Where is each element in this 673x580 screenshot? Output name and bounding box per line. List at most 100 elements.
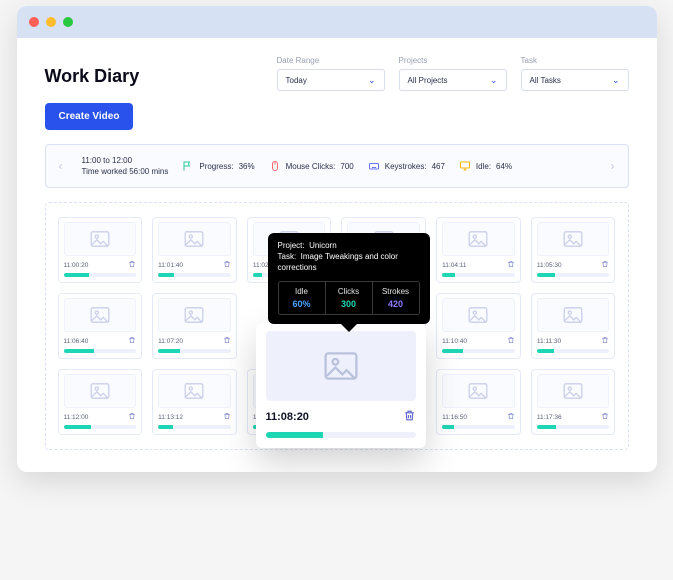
tooltip-task: Task: Image Tweakings and color correcti… [278,252,420,274]
delete-screenshot-button[interactable] [128,336,136,346]
page-header: Work Diary Date Range Today ⌄ Projects A… [45,56,629,91]
tile-time: 11:01:40 [158,262,183,269]
stat-value: 64% [496,162,512,171]
filter-label: Task [521,56,629,65]
tile-progress-bar [537,425,610,429]
screenshot-thumbnail [537,222,610,256]
tile-meta: 11:00:20 [64,260,137,270]
delete-screenshot-button[interactable] [601,260,609,270]
app-window: Work Diary Date Range Today ⌄ Projects A… [17,6,657,472]
select-value: All Projects [408,76,448,85]
delete-screenshot-button[interactable] [601,412,609,422]
screenshot-thumbnail [158,374,231,408]
content-area: Work Diary Date Range Today ⌄ Projects A… [17,38,657,472]
window-close-dot[interactable] [29,17,39,27]
delete-screenshot-button[interactable] [601,336,609,346]
screenshot-tile[interactable]: 11:10:40 [436,293,521,359]
delete-screenshot-button[interactable] [507,260,515,270]
delete-screenshot-button[interactable] [507,336,515,346]
next-hour-button[interactable]: › [606,159,620,173]
mouse-icon [269,160,281,172]
tile-progress-bar [158,349,231,353]
stat-progress: Progress: 36% [182,160,254,172]
screenshot-thumbnail [64,298,137,332]
filter-bar: Date Range Today ⌄ Projects All Projects… [277,56,629,91]
date-range-select[interactable]: Today ⌄ [277,69,385,91]
window-minimize-dot[interactable] [46,17,56,27]
delete-screenshot-button[interactable] [223,412,231,422]
tile-time: 11:04:11 [442,262,466,269]
stat-keystrokes: Keystrokes: 467 [368,160,445,172]
tile-time: 11:17:36 [537,414,562,421]
screenshot-thumbnail [64,374,137,408]
screenshot-focus-card[interactable]: 11:08:20 [256,323,426,448]
tile-progress-bar [64,349,137,353]
focus-time: 11:08:20 [266,411,309,423]
delete-screenshot-button[interactable] [128,412,136,422]
image-icon [324,352,358,380]
screenshot-tile[interactable]: 11:13:12 [152,369,237,435]
time-range: 11:00 to 12:00 [82,155,169,166]
stat-label: Keystrokes: [385,162,427,171]
keyboard-icon [368,160,380,172]
screenshot-thumbnail [64,222,137,256]
tile-time: 11:05:30 [537,262,562,269]
tile-meta: 11:05:30 [537,260,610,270]
delete-screenshot-button[interactable] [128,260,136,270]
tile-progress-bar [537,273,610,277]
stat-idle: Idle: 64% [459,160,512,172]
projects-select[interactable]: All Projects ⌄ [399,69,507,91]
screenshot-tile[interactable]: 11:05:30 [531,217,616,283]
create-video-button[interactable]: Create Video [45,103,134,130]
screenshot-tile[interactable]: 11:04:11 [436,217,521,283]
time-worked: Time worked 56:00 mins [82,166,169,177]
screenshot-tile[interactable]: 11:01:40 [152,217,237,283]
flag-icon [182,160,194,172]
screenshot-thumbnail [442,222,515,256]
tooltip-project: Project: Unicorn [278,241,420,252]
filter-date-range: Date Range Today ⌄ [277,56,385,91]
tile-meta: 11:16:50 [442,412,515,422]
window-zoom-dot[interactable] [63,17,73,27]
screenshot-tile[interactable]: 11:17:36 [531,369,616,435]
tooltip-col-clicks: Clicks 300 [325,282,372,314]
stat-value: 700 [340,162,353,171]
chevron-down-icon: ⌄ [490,75,498,86]
tile-meta: 11:11:30 [537,336,610,346]
delete-screenshot-button[interactable] [223,336,231,346]
delete-screenshot-button[interactable] [403,409,416,425]
time-block: 11:00 to 12:00 Time worked 56:00 mins [82,155,169,177]
tile-time: 11:12:00 [64,414,89,421]
screenshot-tile[interactable]: 11:16:50 [436,369,521,435]
stat-value: 467 [432,162,445,171]
select-value: All Tasks [530,76,561,85]
screenshot-tile[interactable]: 11:12:00 [58,369,143,435]
screenshot-tile[interactable]: 11:00:20 [58,217,143,283]
tile-progress-bar [158,425,231,429]
chevron-down-icon: ⌄ [368,75,376,86]
filter-label: Date Range [277,56,385,65]
screenshot-tile[interactable]: 11:06:40 [58,293,143,359]
tile-meta: 11:13:12 [158,412,231,422]
screenshot-thumbnail [266,331,416,401]
prev-hour-button[interactable]: ‹ [54,159,68,173]
monitor-icon [459,160,471,172]
screenshot-thumbnail [537,298,610,332]
screenshot-grid-wrap: 11:00:2011:01:4011:02:1011:03:0011:04:11… [45,202,629,450]
screenshot-tile[interactable]: 11:11:30 [531,293,616,359]
filter-tasks: Task All Tasks ⌄ [521,56,629,91]
tile-meta: 11:01:40 [158,260,231,270]
delete-screenshot-button[interactable] [223,260,231,270]
tile-time: 11:07:20 [158,338,183,345]
screenshot-tile[interactable]: 11:07:20 [152,293,237,359]
screenshot-tooltip: Project: Unicorn Task: Image Tweakings a… [268,233,430,323]
tile-meta: 11:04:11 [442,260,515,270]
tile-time: 11:16:50 [442,414,467,421]
tile-time: 11:10:40 [442,338,467,345]
tasks-select[interactable]: All Tasks ⌄ [521,69,629,91]
filter-projects: Projects All Projects ⌄ [399,56,507,91]
stat-label: Mouse Clicks: [286,162,336,171]
delete-screenshot-button[interactable] [507,412,515,422]
screenshot-thumbnail [442,298,515,332]
window-titlebar [17,6,657,38]
